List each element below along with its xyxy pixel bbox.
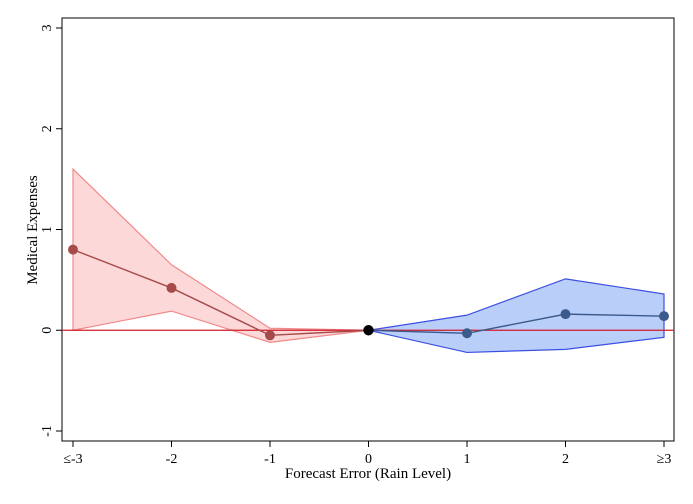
x-tick-label: ≥3 [657,452,672,467]
y-tick-label: 2 [40,125,55,132]
confidence-band-1 [72,167,369,343]
x-tick-label: 1 [464,452,471,467]
plot-area [61,17,675,442]
data-point-s2-1 [462,328,472,339]
x-axis-title: Forecast Error (Rain Level) [285,466,451,482]
data-point-s2-2 [560,309,571,320]
data-point-origin [363,325,374,336]
y-axis: -1 0 1 2 3 [40,25,62,437]
x-tick-label: 0 [365,452,372,467]
data-point-s1-0 [68,244,78,255]
data-point-s1-2 [265,330,275,341]
data-points [68,244,669,341]
y-tick-label: 1 [40,226,55,233]
series-line-2 [368,313,665,334]
x-axis: ≤-3 -2 -1 0 1 2 ≥3 [63,441,671,467]
x-tick-label: -2 [166,452,178,467]
series-lines [72,248,665,336]
series-line-1 [72,248,369,336]
y-tick-label: 0 [40,327,55,334]
y-axis-title: Medical Expenses [25,175,41,285]
x-tick-label: -1 [264,452,276,467]
y-tick-label: 3 [40,25,55,32]
data-point-s1-1 [166,282,177,293]
x-tick-label: ≤-3 [63,452,82,467]
x-tick-label: 2 [562,452,569,467]
data-point-s2-3 [659,311,669,322]
y-tick-label: -1 [40,425,55,437]
